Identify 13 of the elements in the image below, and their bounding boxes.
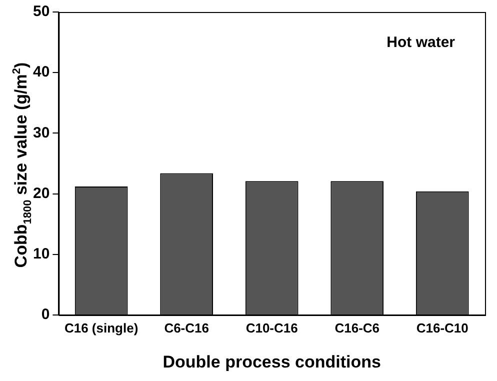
- y-tick-label: 10: [32, 246, 50, 263]
- x-tick-label: C16-C10: [416, 320, 468, 336]
- x-tick-label: C10-C16: [246, 320, 298, 336]
- y-tick-label: 0: [41, 306, 50, 324]
- x-axis-title: Double process conditions: [162, 352, 381, 372]
- y-tick-label: 30: [32, 124, 50, 142]
- y-tick-label: 50: [32, 3, 50, 20]
- y-tick-label: 20: [32, 184, 50, 202]
- x-tick-label: C6-C16: [164, 320, 209, 336]
- x-tick-label: C16 (single): [64, 320, 138, 336]
- x-tick-label: C16-C6: [334, 320, 380, 336]
- y-tick-label: 40: [32, 64, 50, 81]
- annotation: Hot water: [386, 34, 456, 51]
